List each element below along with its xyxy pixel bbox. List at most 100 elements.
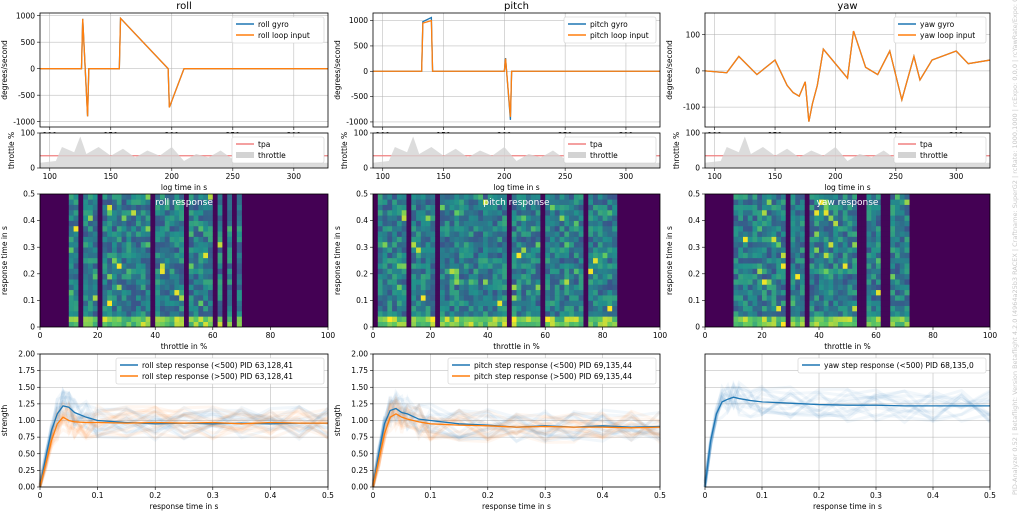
heatmap-cell [885,295,891,301]
heatmap-cell [540,284,546,291]
heatmap-cell [487,247,493,253]
heatmap-cell [842,194,848,200]
heatmap-cell [449,289,455,296]
legend-label: pitch gyro [590,20,628,29]
heatmap-cell [68,300,74,307]
heatmap-cell [738,273,744,280]
heatmap-cell [757,231,763,237]
heatmap-cell [554,289,560,296]
heatmap-cell [236,257,242,264]
heatmap-cell [526,199,532,205]
heatmap-cell [804,295,810,301]
heatmap-cell [377,300,383,307]
heatmap-cell [823,209,829,216]
heatmap-cell [857,241,863,248]
heatmap-cell [804,284,810,291]
heatmap-cell [492,252,498,259]
heatmap-cell [895,194,901,200]
heatmap-cell [444,199,450,205]
heatmap-cell [459,295,465,301]
heatmap-cell [198,194,204,200]
heatmap-cell [459,257,465,264]
heatmap-cell [236,231,242,237]
heatmap-cell [193,215,199,221]
trace-band [38,395,329,487]
x-tick-label: 100 [43,172,58,181]
heatmap-cell [814,199,820,205]
heatmap-cell [449,316,455,322]
heatmap-cell [232,209,238,216]
legend-label: roll loop input [258,31,310,40]
heatmap-cell [743,231,749,237]
heatmap-cell [136,215,142,221]
heatmap-cell [444,231,450,237]
heatmap-cell [511,316,517,322]
heatmap-cell [516,204,522,211]
heatmap-cell [895,268,901,275]
heatmap-cell [463,295,469,301]
heatmap-cell [593,236,599,243]
heatmap-cell [833,241,839,248]
heatmap-cell [593,289,599,296]
heatmap-cell [904,252,910,259]
heatmap-cell [155,252,161,259]
heatmap-cell [842,263,848,269]
heatmap-cell [454,321,460,328]
heatmap-cell [478,311,484,317]
heatmap-cell [781,220,787,227]
heatmap-cell [790,215,796,221]
heatmap-cell [497,236,503,243]
heatmap-cell [483,209,489,216]
heatmap-cell [876,220,882,227]
heatmap-cell [885,273,891,280]
heatmap-cell [583,209,589,216]
heatmap-cell [904,209,910,216]
heatmap-cell [487,209,493,216]
heatmap-cell [885,209,891,216]
heatmap-cell [738,300,744,307]
x-tick-label: 40 [150,331,160,340]
heatmap-cell [597,311,603,317]
heatmap-cell [838,199,844,205]
heatmap-cell [131,199,137,205]
heatmap-cell [92,236,98,243]
heatmap-cell [68,215,74,221]
heatmap-cell [809,316,815,322]
heatmap-cell [564,263,570,269]
heatmap-cell [454,289,460,296]
heatmap-cell [612,305,618,312]
heatmap-cell [814,321,820,328]
heatmap-cell [800,231,806,237]
heatmap-cell [198,263,204,269]
heatmap-cell [607,300,613,307]
heatmap-cell [92,279,98,285]
trace-band [371,403,661,483]
heatmap-cell [416,289,422,296]
heatmap-cell [377,284,383,291]
heatmap-cell [193,209,199,216]
heatmap-cell [73,209,79,216]
heatmap-cell [809,231,815,237]
heatmap-cell [145,204,151,211]
heatmap-cell [828,263,834,269]
trace-band [703,383,991,488]
heatmap-cell [593,305,599,312]
heatmap-cell [406,268,412,275]
heatmap-cell [121,257,127,264]
heatmap-cell [781,295,787,301]
heatmap-cell [895,316,901,322]
heatmap-cell [396,220,402,227]
heatmap-cell [449,284,455,291]
heatmap-cell [435,236,441,243]
heatmap-cell [145,209,151,216]
heatmap-cell [73,263,79,269]
heatmap-cell [861,300,867,307]
heatmap-cell [387,316,393,322]
heatmap-cell [880,263,886,269]
trace-band [371,404,661,488]
heatmap-cell [68,279,74,285]
heatmap-cell [420,268,426,275]
heatmap-cell [752,279,758,285]
heatmap-cell [401,257,407,264]
heatmap-cell [73,252,79,259]
